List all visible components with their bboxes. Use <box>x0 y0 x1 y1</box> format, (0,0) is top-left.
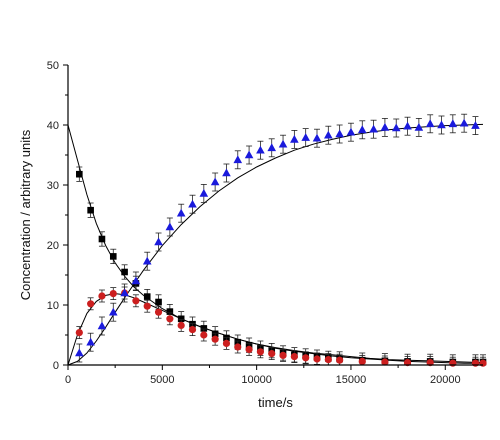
data-point-circle <box>166 315 174 323</box>
data-point-triangle <box>131 276 141 285</box>
data-point-circle <box>177 321 185 329</box>
axes: 0 5000 10000 15000 20000 0 10 20 30 40 50 <box>47 60 483 386</box>
y-tick-label: 20 <box>47 240 59 252</box>
data-point-triangle <box>346 127 356 136</box>
data-point-circle <box>324 356 332 364</box>
data-point-triangle <box>471 121 480 129</box>
data-point-triangle <box>120 288 129 297</box>
fit-curve-1 <box>67 124 484 364</box>
data-point-circle <box>381 358 389 366</box>
data-point-triangle <box>459 118 469 127</box>
data-point-circle <box>471 359 480 367</box>
y-tick-label: 30 <box>47 180 59 192</box>
data-point-square <box>177 315 185 323</box>
data-point-circle <box>302 354 310 362</box>
data-point-triangle <box>391 123 401 132</box>
data-point-triangle <box>233 155 243 164</box>
data-point-triangle <box>97 321 107 330</box>
data-point-circle <box>268 350 276 358</box>
data-point-circle <box>222 339 231 347</box>
data-point-triangle <box>448 119 458 128</box>
data-point-square <box>109 253 117 260</box>
data-point-circle <box>211 335 219 343</box>
x-tick-label: 20000 <box>430 374 461 386</box>
data-point-circle <box>245 345 253 353</box>
x-tick-label: 0 <box>65 374 71 386</box>
data-point-circle <box>109 290 117 298</box>
data-point-circle <box>188 326 197 334</box>
data-point-triangle <box>222 168 231 177</box>
data-point-circle <box>256 348 265 356</box>
data-point-triangle <box>176 208 186 217</box>
fit-curve-3 <box>67 123 484 366</box>
data-point-square <box>155 298 162 306</box>
data-point-triangle <box>154 237 163 246</box>
data-point-triangle <box>357 125 367 134</box>
data-point-triangle <box>437 120 446 129</box>
data-point-circle <box>87 300 95 308</box>
data-point-triangle <box>142 256 152 265</box>
data-point-circle <box>234 343 242 351</box>
data-point-square <box>76 170 83 178</box>
data-point-triangle <box>108 307 118 316</box>
data-point-triangle <box>369 124 378 133</box>
data-point-square <box>166 308 174 315</box>
data-point-triangle <box>188 199 197 208</box>
data-point-triangle <box>165 222 175 231</box>
data-point-triangle <box>244 150 254 159</box>
data-point-triangle <box>380 122 390 131</box>
data-point-square <box>200 325 208 332</box>
data-point-triangle <box>199 188 209 197</box>
data-point-circle <box>75 329 83 337</box>
y-axis-label: Concentration / arbitrary units <box>18 129 33 300</box>
y-tick-label: 40 <box>47 120 59 132</box>
data-point-triangle <box>301 133 310 141</box>
data-point-circle <box>449 359 457 367</box>
data-point-circle <box>200 331 208 339</box>
fit-curve-2 <box>67 293 483 366</box>
data-point-circle <box>143 302 151 310</box>
data-point-triangle <box>414 122 424 131</box>
data-point-square <box>98 235 106 243</box>
data-point-circle <box>154 308 163 316</box>
data-point-triangle <box>75 348 84 357</box>
data-point-square <box>143 293 151 300</box>
data-point-triangle <box>290 134 299 143</box>
data-point-circle <box>313 355 321 363</box>
data-point-circle <box>132 297 140 305</box>
y-tick-label: 10 <box>47 300 59 312</box>
data-point-circle <box>479 359 487 367</box>
y-tick-label: 50 <box>47 60 59 72</box>
data-point-circle <box>279 351 287 359</box>
data-markers <box>75 113 487 367</box>
data-point-triangle <box>324 130 333 139</box>
data-point-triangle <box>210 177 220 186</box>
data-point-triangle <box>86 337 95 346</box>
data-point-triangle <box>278 139 288 148</box>
x-tick-label: 10000 <box>241 374 272 386</box>
data-point-triangle <box>425 119 435 128</box>
fit-curves <box>67 123 484 366</box>
data-point-triangle <box>267 143 277 152</box>
x-tick-label: 15000 <box>336 374 367 386</box>
data-point-square <box>121 268 128 276</box>
data-point-circle <box>98 292 106 300</box>
data-point-circle <box>336 356 344 364</box>
data-point-circle <box>290 353 298 361</box>
data-point-triangle <box>312 133 322 142</box>
data-point-triangle <box>403 121 412 130</box>
data-point-circle <box>358 357 366 365</box>
y-tick-label: 0 <box>53 360 59 372</box>
data-point-triangle <box>256 145 265 154</box>
data-point-square <box>87 206 94 214</box>
x-tick-label: 5000 <box>150 374 174 386</box>
data-point-triangle <box>335 129 344 138</box>
x-axis-label: time/s <box>258 395 293 410</box>
